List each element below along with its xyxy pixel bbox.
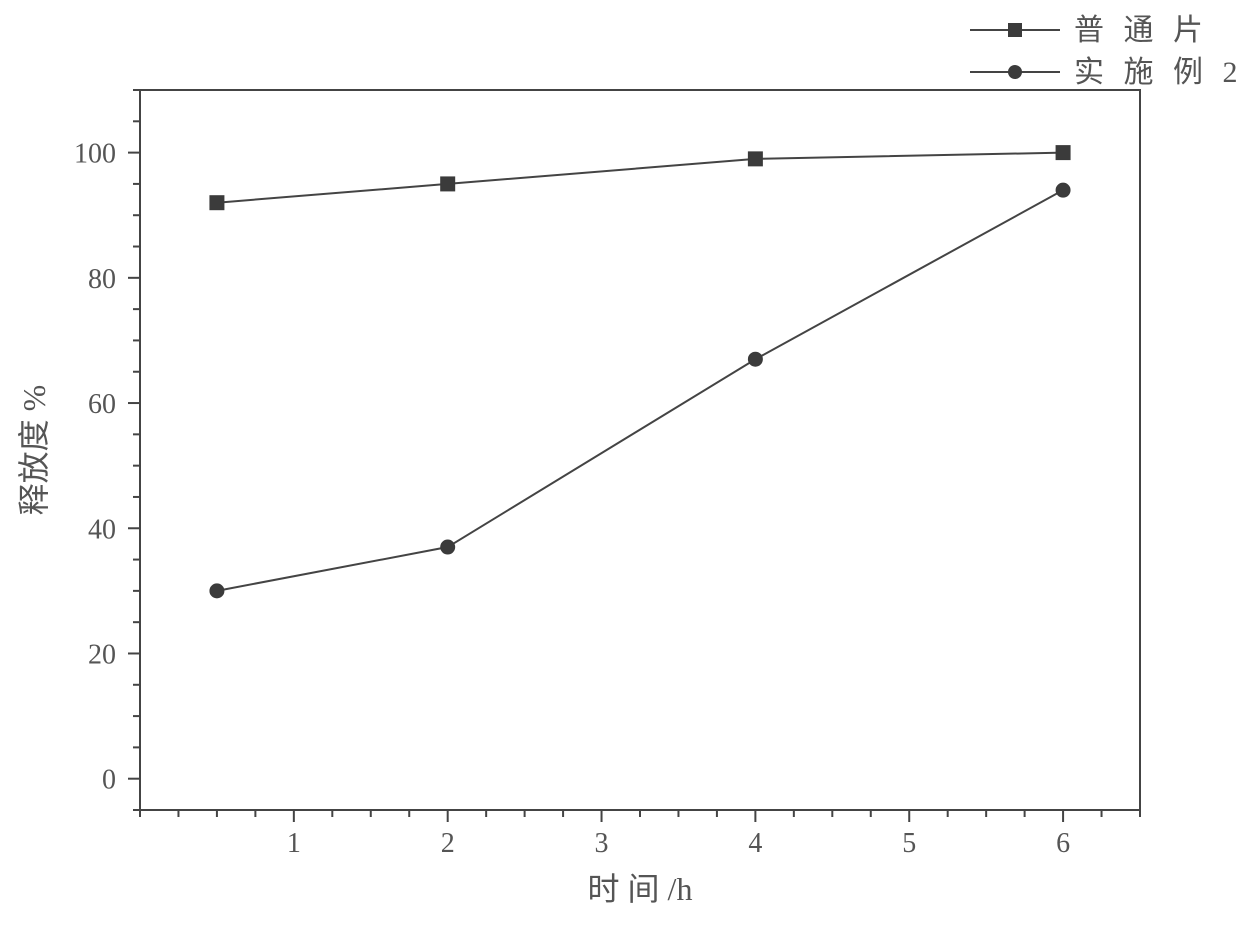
y-tick-label: 60 xyxy=(88,389,116,420)
chart-container: 123456020406080100时 间 /h释放度 %普 通 片实 施 例 … xyxy=(0,0,1240,949)
chart-bg xyxy=(0,0,1240,949)
y-tick-label: 20 xyxy=(88,639,116,670)
x-axis-label: 时 间 /h xyxy=(588,871,693,907)
legend-marker-square xyxy=(1008,23,1022,37)
y-tick-label: 100 xyxy=(74,139,116,170)
series-shishili2-marker xyxy=(748,352,762,366)
x-tick-label: 6 xyxy=(1056,828,1070,859)
y-tick-label: 40 xyxy=(88,514,116,545)
series-shishili2-marker xyxy=(210,584,224,598)
series-putongpian-marker xyxy=(441,177,455,191)
y-axis-label: 释放度 % xyxy=(16,385,52,516)
x-tick-label: 2 xyxy=(441,828,455,859)
x-tick-label: 5 xyxy=(902,828,916,859)
legend-marker-circle xyxy=(1008,65,1022,79)
x-tick-label: 3 xyxy=(595,828,609,859)
release-chart: 123456020406080100时 间 /h释放度 %普 通 片实 施 例 … xyxy=(0,0,1240,949)
series-shishili2-marker xyxy=(1056,183,1070,197)
legend-label: 实 施 例 2 xyxy=(1074,56,1240,89)
series-putongpian-marker xyxy=(1056,146,1070,160)
legend-label: 普 通 片 xyxy=(1074,14,1209,47)
x-tick-label: 4 xyxy=(748,828,762,859)
series-shishili2-marker xyxy=(441,540,455,554)
y-tick-label: 80 xyxy=(88,264,116,295)
series-putongpian-marker xyxy=(748,152,762,166)
x-tick-label: 1 xyxy=(287,828,301,859)
y-tick-label: 0 xyxy=(102,765,116,796)
series-putongpian-marker xyxy=(210,196,224,210)
